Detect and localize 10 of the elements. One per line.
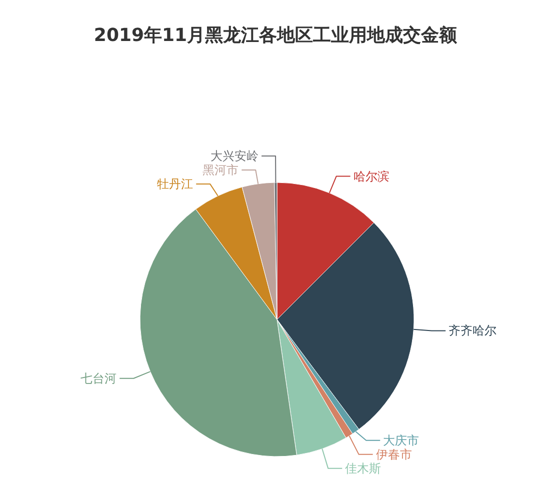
slice-label: 大庆市 bbox=[383, 433, 420, 448]
slice-label: 佳木斯 bbox=[345, 461, 382, 476]
slice-label: 黑河市 bbox=[202, 163, 239, 178]
slice-label: 大兴安岭 bbox=[210, 149, 259, 164]
slice-label: 齐齐哈尔 bbox=[448, 324, 497, 338]
slice-label: 伊春市 bbox=[376, 447, 412, 462]
slice-label: 牡丹江 bbox=[157, 177, 194, 192]
slice-label: 哈尔滨 bbox=[353, 169, 390, 184]
chart-title: 2019年11月黑龙江各地区工业用地成交金额 bbox=[94, 25, 458, 46]
slice-label: 七台河 bbox=[80, 371, 117, 386]
